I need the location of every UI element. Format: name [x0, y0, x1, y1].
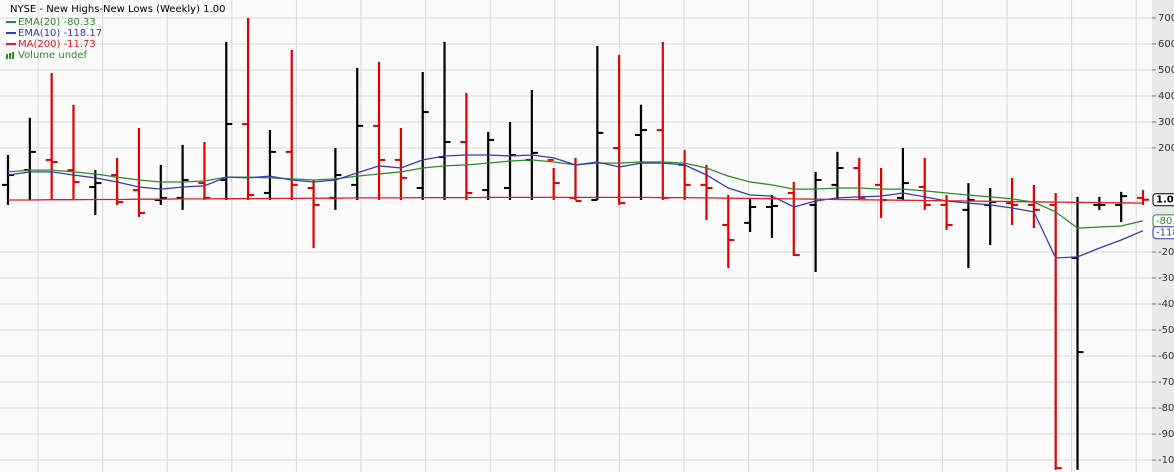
y-tick-label: -400 — [1158, 299, 1174, 310]
end-label-box — [1152, 193, 1174, 207]
y-tick-label: -600 — [1158, 351, 1174, 362]
volume-icon — [9, 53, 11, 59]
legend-label: EMA(20) -80.33 — [18, 17, 96, 28]
end-label-box — [1152, 226, 1174, 240]
y-tick-label: 300 — [1158, 117, 1174, 128]
y-tick-label: -200 — [1158, 247, 1174, 258]
y-tick-label: -800 — [1158, 403, 1174, 414]
legend-label: EMA(10) -118.17 — [18, 28, 102, 39]
y-tick-label: 400 — [1158, 91, 1174, 102]
end-label: -80.33 — [1156, 216, 1174, 227]
volume-icon — [12, 52, 14, 59]
y-tick-label: -1000 — [1158, 455, 1174, 466]
y-tick-label: 200 — [1158, 143, 1174, 154]
y-tick-label: 500 — [1158, 65, 1174, 76]
overlay-line — [7, 154, 1144, 259]
y-tick-label: 600 — [1158, 39, 1174, 50]
legend-label: Volume undef — [18, 50, 88, 61]
volume-icon — [6, 54, 8, 59]
y-tick-label: -300 — [1158, 273, 1174, 284]
chart-title: NYSE - New Highs-New Lows (Weekly) 1.00 — [10, 4, 225, 15]
vertical-grid — [37, 0, 1137, 472]
end-label: 1.00 — [1156, 195, 1174, 206]
y-tick-label: -500 — [1158, 325, 1174, 336]
overlay-line — [8, 196, 1144, 204]
legend-label: MA(200) -11.73 — [18, 39, 96, 50]
end-label: -118.17 — [1156, 228, 1174, 239]
y-tick-label: -700 — [1158, 377, 1174, 388]
y-tick-label: -900 — [1158, 429, 1174, 440]
y-tick-label: 700 — [1158, 13, 1174, 24]
